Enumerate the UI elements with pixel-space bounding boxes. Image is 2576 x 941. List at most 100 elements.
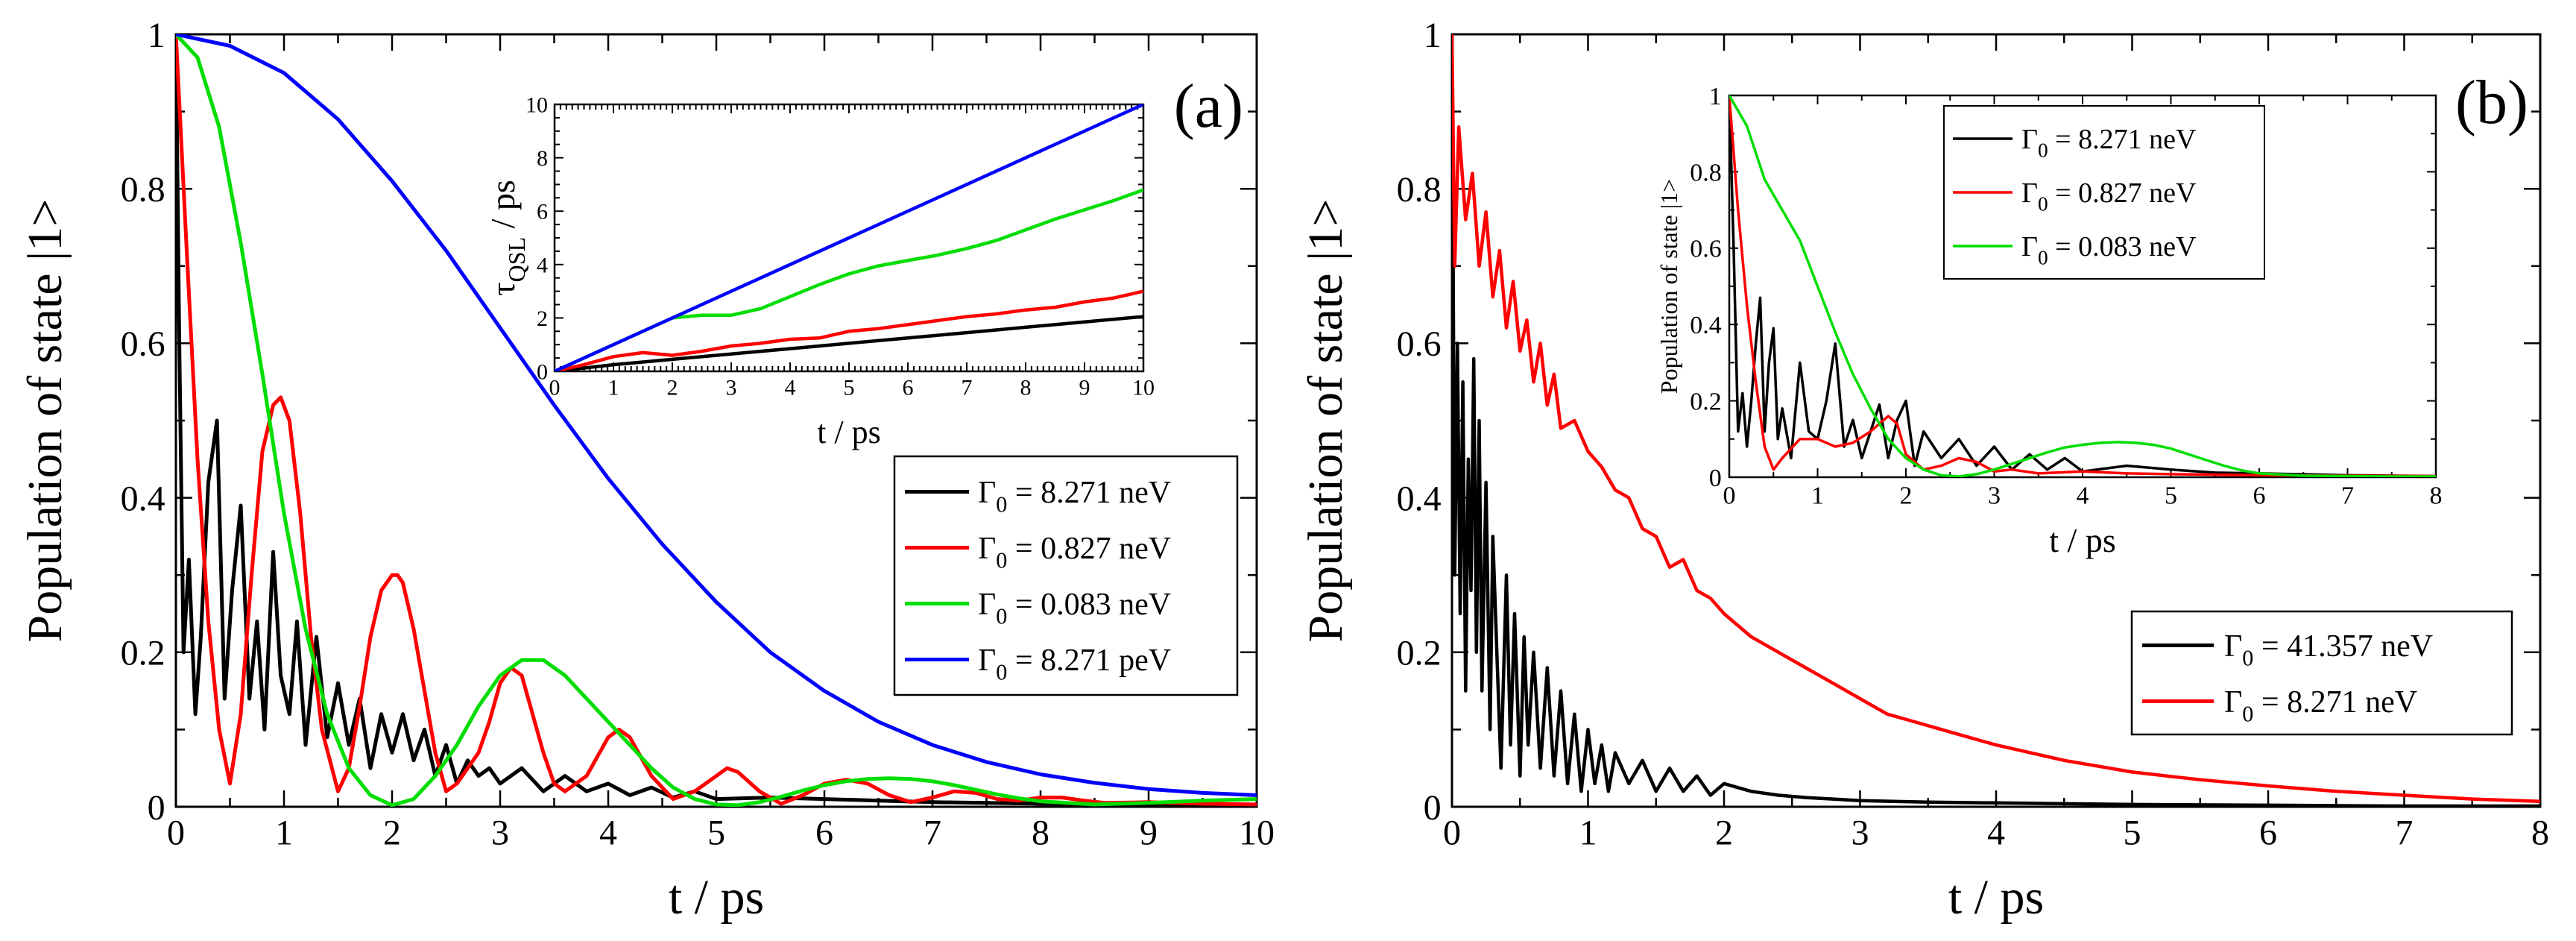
- panel-a-inset-series-line-1: [555, 289, 1143, 371]
- panel-a-inset-series-line-0: [555, 315, 1143, 371]
- panel-a-inset-ytick-label: 6: [537, 200, 548, 224]
- panel-a-xtick-label: 8: [1032, 813, 1049, 852]
- panel-b-inset-xtick-label: 4: [2077, 482, 2089, 510]
- panel-b-inset-xtick-label: 6: [2253, 482, 2266, 510]
- panel-a-ytick-label: 0.8: [121, 170, 165, 210]
- panel-b-xtick-label: 1: [1579, 813, 1597, 852]
- panel-a-legend-label: Γ0 = 0.083 neV: [978, 588, 1171, 629]
- panel-a-inset-ytick-label: 4: [537, 253, 548, 277]
- panel-a-label: (a): [1174, 72, 1243, 141]
- panel-a-inset-xtick-label: 1: [608, 376, 619, 400]
- panel-b-xtick-label: 0: [1443, 813, 1461, 852]
- panel-b-ytick-label: 0.8: [1397, 170, 1442, 210]
- panel-b-xtick-label: 5: [2124, 813, 2141, 852]
- panel-a-inset-xtick-label: 0: [549, 376, 561, 400]
- panel-b-ytick-label: 1: [1424, 16, 1442, 55]
- panel-a-inset-xtick-label: 8: [1020, 376, 1032, 400]
- panel-a-xtick-label: 7: [924, 813, 941, 852]
- panel-a-xtick-label: 5: [707, 813, 725, 852]
- panel-a-ytick-label: 0.2: [121, 634, 165, 673]
- panel-b-ytick-label: 0: [1424, 788, 1442, 828]
- panel-a-inset-xtick-label: 3: [726, 376, 737, 400]
- panel-b-inset-series-line-1: [1729, 95, 2436, 477]
- panel-b-xtick-label: 8: [2531, 813, 2549, 852]
- panel-a-inset-series-line-3: [555, 104, 1143, 371]
- panel-a-inset-xtick-label: 4: [785, 376, 796, 400]
- panel-b-inset-ytick-label: 0.8: [1690, 159, 1722, 186]
- panel-a-xtick-label: 0: [167, 813, 185, 852]
- panel-b-inset-legend-label: Γ0 = 0.827 neV: [2021, 177, 2197, 215]
- panel-a-series-line-1: [176, 34, 1257, 807]
- panel-a-xtick-label: 2: [383, 813, 401, 852]
- panel-a-legend-label: Γ0 = 8.271 peV: [978, 643, 1171, 685]
- panel-a-inset-xtick-label: 6: [903, 376, 914, 400]
- panel-a-series-line-2: [176, 34, 1257, 807]
- panel-b-inset-legend-label: Γ0 = 0.083 neV: [2021, 231, 2197, 268]
- panel-b-inset-axes: 0 1 2 3 4 5 6 7 8 0 0.2 0.4 0.6 0.8 1: [1690, 83, 2442, 510]
- panel-a-xtick-label: 3: [491, 813, 509, 852]
- panel-a-xtick-label: 4: [599, 813, 617, 852]
- panel-b-inset-xtick-label: 5: [2165, 482, 2177, 510]
- panel-a-xtick-label: 6: [815, 813, 833, 852]
- panel-b-ytick-label: 0.2: [1397, 634, 1442, 673]
- panel-b-legend-label: Γ0 = 8.271 neV: [2224, 685, 2417, 727]
- panel-a-inset-ytick-label: 0: [537, 360, 548, 385]
- panel-b-inset-xtick-label: 8: [2430, 482, 2443, 510]
- panel-a-ytick-label: 0: [148, 788, 165, 828]
- panel-b-xtick-label: 6: [2259, 813, 2277, 852]
- panel-b-series-line-1: [1452, 34, 2540, 803]
- panel-a-xtick-label: 9: [1140, 813, 1158, 852]
- panel-b-inset-ytick-label: 0.6: [1690, 236, 1722, 263]
- panel-b-inset-series-line-2: [1729, 95, 2436, 477]
- panel-b-ytick-label: 0.6: [1397, 324, 1442, 364]
- panel-b-xtick-label: 3: [1852, 813, 1869, 852]
- panel-a-xlabel: t / ps: [669, 870, 764, 925]
- panel-a-series-group: [176, 34, 1257, 807]
- panel-b-inset-xtick-label: 2: [1900, 482, 1913, 510]
- panel-b-inset-legend-label: Γ0 = 8.271 neV: [2021, 124, 2197, 161]
- panel-b-series-group: [1452, 34, 2540, 807]
- panel-a-inset-xtick-label: 2: [667, 376, 678, 400]
- panel-a-ytick-label: 0.4: [121, 479, 165, 518]
- panel-a-legend-label: Γ0 = 0.827 neV: [978, 532, 1171, 573]
- panel-a-inset-axes: 0 1 2 3 4 5 6 7 8 9 10 0 2 4 6 8 10: [525, 93, 1155, 400]
- panel-a-inset-xtick-label: 7: [962, 376, 973, 400]
- panel-b-inset-ytick-label: 0.2: [1690, 388, 1722, 416]
- panel-b-inset-ytick-label: 0: [1709, 465, 1722, 492]
- panel-a-ylabel: Population of state |1>: [18, 199, 72, 643]
- panel-b-label: (b): [2455, 68, 2528, 137]
- panel-a-legend: Γ0 = 8.271 neV Γ0 = 0.827 neV Γ0 = 0.083 n…: [893, 455, 1239, 696]
- panel-a-inset-ylabel: τQSL / ps: [484, 180, 530, 296]
- panel-b-xtick-label: 7: [2396, 813, 2414, 852]
- panel-b-inset-ytick-label: 1: [1709, 83, 1722, 110]
- panel-b-inset-xtick-label: 1: [1811, 482, 1824, 510]
- panel-b-xtick-label: 4: [1987, 813, 2005, 852]
- panel-b-inset-xtick-label: 3: [1988, 482, 2001, 510]
- panel-b-legend-box: [2130, 610, 2513, 736]
- panel-a-inset-xtick-label: 5: [844, 376, 855, 400]
- panel-b-series-line-0: [1452, 34, 2540, 807]
- panel-a-inset-ytick-label: 10: [525, 93, 548, 118]
- panel-b-legend: Γ0 = 41.357 neV Γ0 = 8.271 neV: [2130, 610, 2513, 736]
- panel-b-xtick-label: 2: [1715, 813, 1733, 852]
- panel-a-inset-series-group: [555, 104, 1143, 371]
- panel-b-inset-series-line-0: [1729, 95, 2436, 477]
- panel-a-inset-ytick-label: 8: [537, 146, 548, 171]
- panel-a-ytick-label: 0.6: [121, 324, 165, 364]
- panel-b-inset-xtick-label: 7: [2341, 482, 2354, 510]
- panel-a-xtick-label: 10: [1239, 813, 1275, 852]
- panel-b-legend-label: Γ0 = 41.357 neV: [2224, 629, 2433, 671]
- panel-b-axes: 0 1 2 3 4 5 6 7 8 0 0.2 0.4 0.6 0.8 1: [1397, 16, 2549, 853]
- panel-a-inset-ticks: [554, 104, 1144, 372]
- panel-b-inset-xtick-label: 0: [1723, 482, 1736, 510]
- panel-a-legend-box: [893, 455, 1239, 696]
- panel-b-inset-xlabel: t / ps: [2049, 521, 2115, 559]
- panel-b-inset-series-group: [1729, 95, 2436, 477]
- panel-a-inset-xtick-label: 10: [1132, 376, 1155, 400]
- panel-b-ytick-label: 0.4: [1397, 479, 1442, 518]
- panel-a-legend-label: Γ0 = 8.271 neV: [978, 476, 1171, 517]
- panel-b-inset-legend: Γ0 = 8.271 neV Γ0 = 0.827 neV Γ0 = 0.083 n…: [1943, 105, 2265, 280]
- panel-a-inset-xlabel: t / ps: [817, 414, 881, 450]
